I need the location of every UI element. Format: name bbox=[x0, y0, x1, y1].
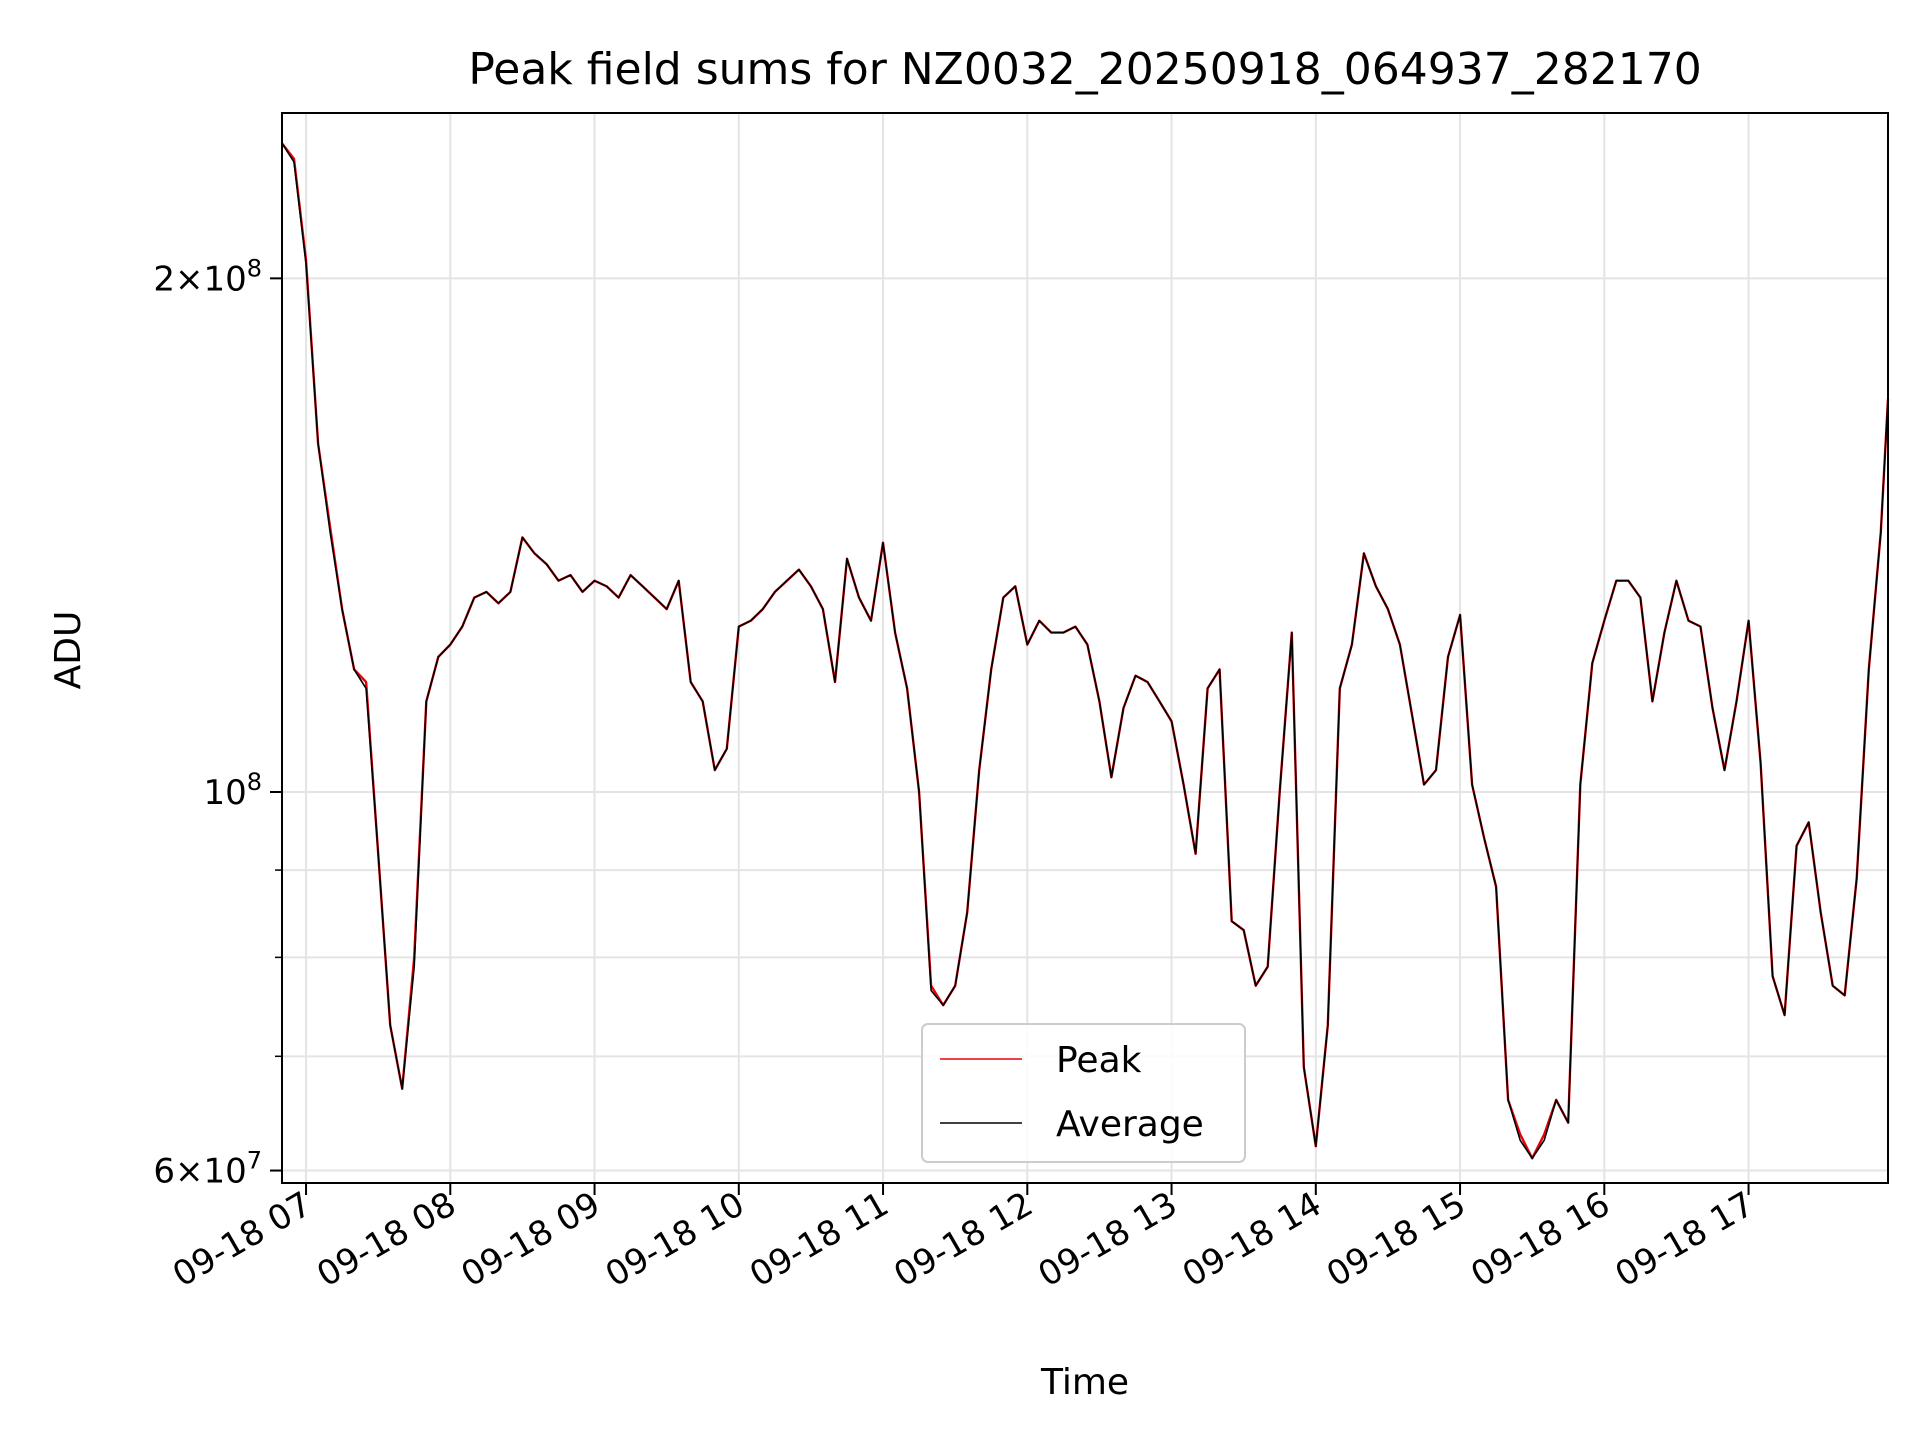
series-lines bbox=[281, 142, 1890, 1160]
y-axis-label: ADU bbox=[48, 611, 89, 690]
plot-frame bbox=[281, 112, 1889, 1184]
y-tick-label: 2×108 bbox=[153, 254, 262, 299]
legend-label-average: Average bbox=[1056, 1104, 1204, 1145]
series-line-average bbox=[281, 142, 1889, 1160]
y-tick-label: 108 bbox=[203, 768, 262, 813]
legend: Peak Average bbox=[921, 1023, 1246, 1163]
legend-label-peak: Peak bbox=[1056, 1040, 1142, 1081]
chart-title: Peak field sums for NZ0032_20250918_0649… bbox=[468, 44, 1701, 95]
x-axis-label: Time bbox=[1040, 1362, 1129, 1403]
y-tick-label: 6×107 bbox=[153, 1147, 262, 1192]
